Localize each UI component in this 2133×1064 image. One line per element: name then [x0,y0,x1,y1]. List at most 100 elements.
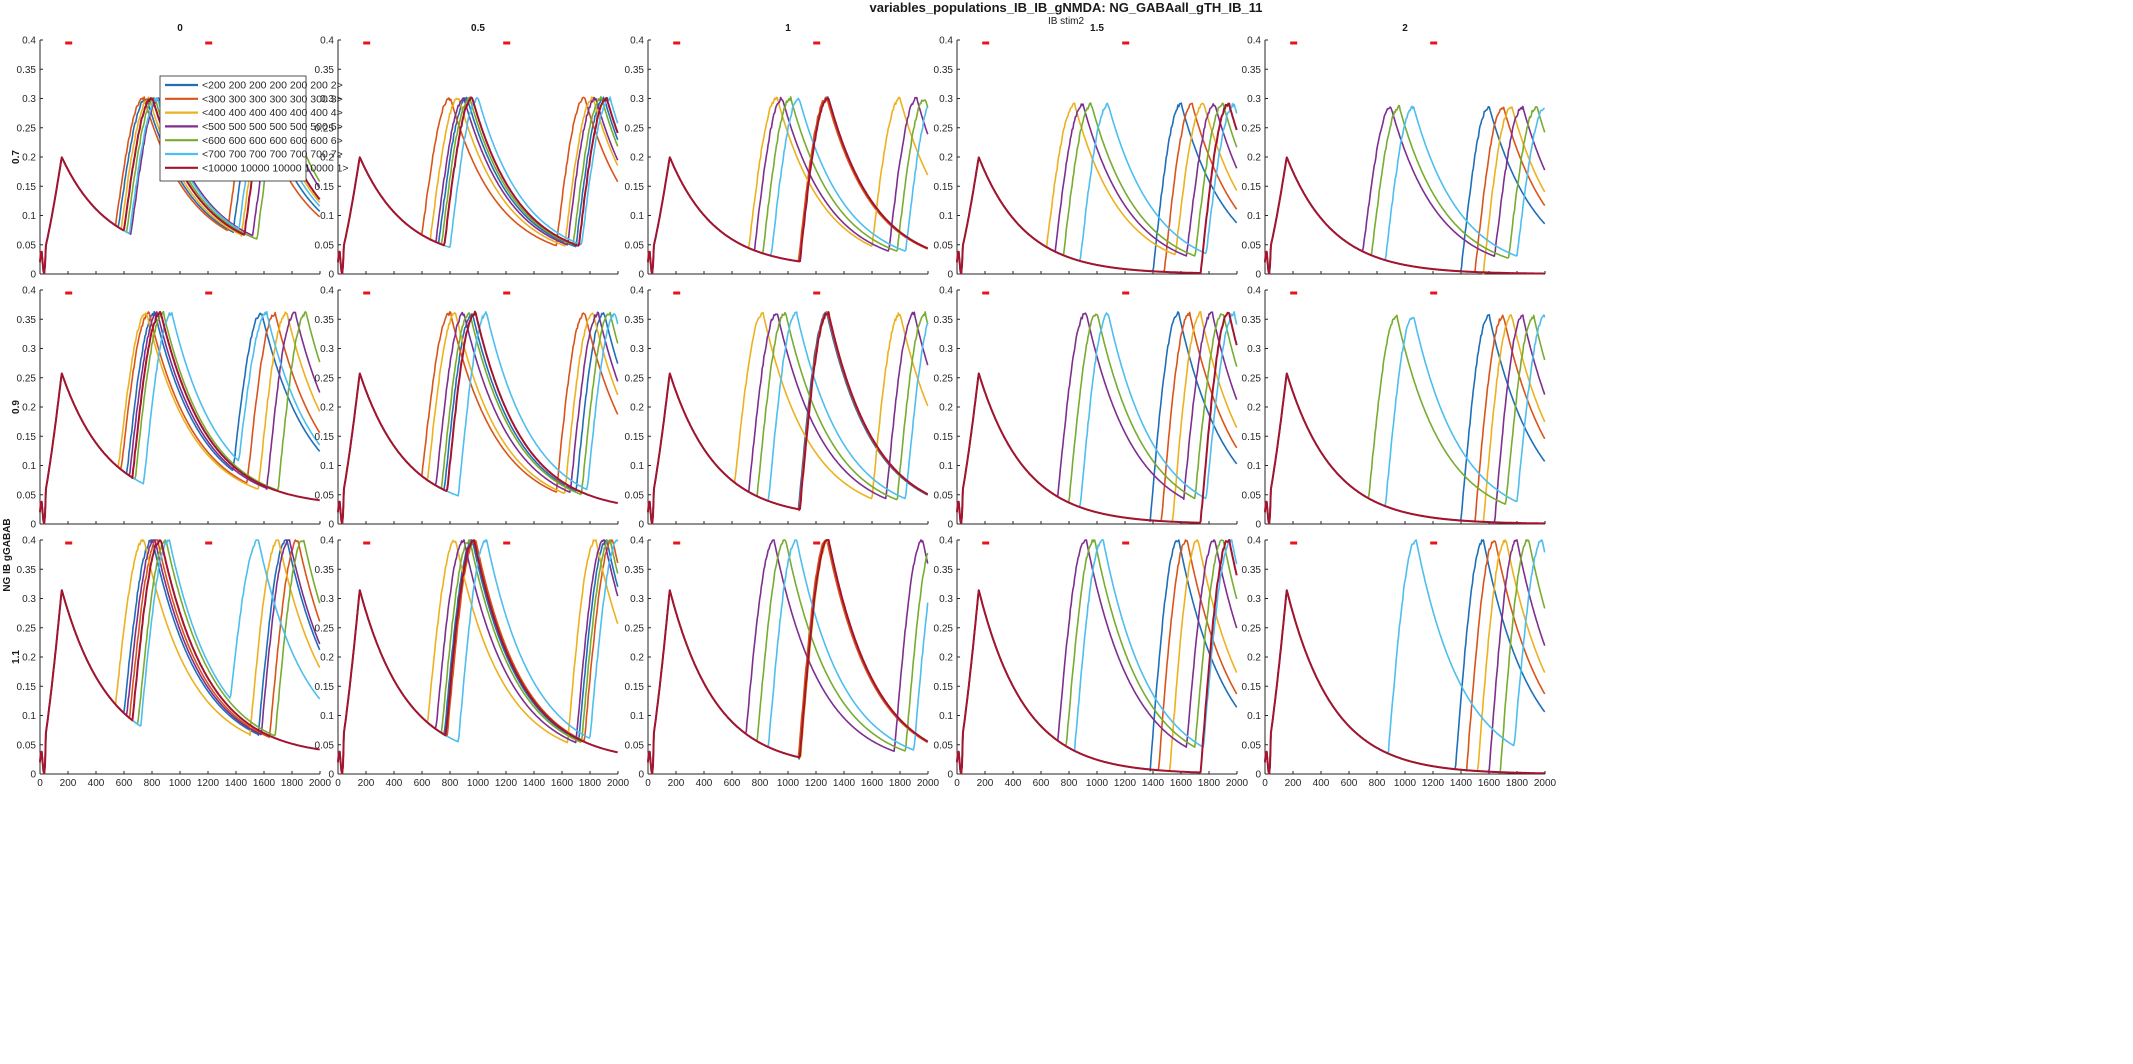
x-tick-label: 1400 [1142,778,1165,789]
y-tick-label: 0.4 [630,36,644,47]
y-tick-label: 0.1 [22,211,36,222]
y-tick-label: 0.1 [939,461,953,472]
series-line-7 [647,539,929,775]
y-tick-label: 0.3 [630,94,644,105]
y-tick-label: 0.35 [315,65,335,76]
series-line-7 [956,102,1238,275]
y-tick-label: 0.2 [1247,653,1261,664]
x-tick-label: 400 [386,778,403,789]
x-tick-label: 800 [144,778,161,789]
y-tick-label: 0.1 [320,211,334,222]
y-tick-label: 0.05 [315,240,335,251]
y-tick-label: 0.25 [934,623,954,634]
legend-entry-1: <200 200 200 200 200 200 2> [202,80,343,92]
x-tick-label: 1400 [1450,778,1473,789]
column-title-0: 0 [177,23,183,34]
x-tick-label: 2000 [309,778,332,789]
x-tick-label: 1200 [1422,778,1445,789]
y-tick-label: 0 [638,520,644,531]
series-line-7 [647,311,929,525]
y-tick-label: 0.2 [630,153,644,164]
y-tick-label: 0.3 [320,94,334,105]
y-tick-label: 0.15 [934,182,954,193]
y-tick-label: 0.4 [1247,36,1261,47]
y-tick-label: 0.05 [1242,490,1262,501]
x-tick-label: 1600 [253,778,276,789]
y-tick-label: 0.05 [934,240,954,251]
x-tick-label: 1600 [551,778,574,789]
y-tick-label: 0.1 [630,711,644,722]
y-tick-label: 0.4 [320,36,334,47]
y-tick-label: 0.15 [17,432,37,443]
x-tick-label: 0 [954,778,960,789]
panel-r1-c0: 0 0.05 0.1 0.15 0.2 0.25 0.3 0.35 0.4 [17,286,321,531]
series-line-2 [647,539,929,775]
panel-r1-c2: 0 0.05 0.1 0.15 0.2 0.25 0.3 0.35 0.4 [625,286,929,531]
y-tick-label: 0.4 [320,536,334,547]
y-tick-label: 0.15 [625,182,645,193]
row-label-1.1: 1.1 [11,650,22,664]
panel-r2-c0: 0 0.05 0.1 0.15 0.2 0.25 0.3 0.35 0.4 0 200 400 600 8… [17,536,332,790]
y-tick-label: 0.15 [1242,432,1262,443]
y-tick-label: 0 [30,520,36,531]
x-tick-label: 1200 [1114,778,1137,789]
y-tick-label: 0.4 [630,286,644,297]
y-tick-label: 0.25 [934,123,954,134]
x-tick-label: 200 [977,778,994,789]
panel-r0-c1: 0 0.05 0.1 0.15 0.2 0.25 0.3 0.35 0.4 [315,36,619,281]
y-tick-label: 0.1 [320,711,334,722]
y-tick-label: 0.15 [1242,682,1262,693]
legend-entry-3: <400 400 400 400 400 400 4> [202,107,343,119]
y-tick-label: 0.4 [939,286,953,297]
x-tick-label: 1000 [169,778,192,789]
y-tick-label: 0.2 [22,653,36,664]
y-tick-label: 0.4 [22,536,36,547]
y-tick-label: 0 [328,270,334,281]
x-tick-label: 0 [1262,778,1268,789]
y-tick-label: 0 [638,270,644,281]
y-tick-label: 0.15 [625,432,645,443]
y-tick-label: 0 [947,770,953,781]
x-tick-label: 2000 [607,778,630,789]
x-tick-label: 800 [1369,778,1386,789]
y-tick-label: 0.35 [934,65,954,76]
y-tick-label: 0.15 [934,432,954,443]
x-tick-label: 1200 [197,778,220,789]
y-tick-label: 0.25 [1242,123,1262,134]
y-tick-label: 0.35 [1242,565,1262,576]
x-tick-label: 800 [1061,778,1078,789]
series-line-4 [647,539,929,775]
y-tick-label: 0.05 [625,740,645,751]
x-tick-label: 1800 [281,778,304,789]
y-tick-label: 0.3 [630,344,644,355]
y-tick-label: 0.05 [625,490,645,501]
x-tick-label: 600 [414,778,431,789]
x-tick-label: 400 [1005,778,1022,789]
y-tick-label: 0.3 [630,594,644,605]
y-tick-label: 0.05 [1242,740,1262,751]
x-tick-label: 1600 [1478,778,1501,789]
y-tick-label: 0.2 [630,403,644,414]
y-tick-label: 0.2 [1247,403,1261,414]
y-tick-label: 0.3 [1247,344,1261,355]
y-tick-label: 0.3 [939,94,953,105]
x-tick-label: 400 [88,778,105,789]
x-tick-label: 1200 [495,778,518,789]
y-tick-label: 0.35 [17,565,37,576]
x-tick-label: 200 [1285,778,1302,789]
figure-title: variables_populations_IB_IB_gNMDA: NG_GA… [870,0,1263,15]
y-tick-label: 0.2 [1247,153,1261,164]
series-line-7 [39,539,320,775]
y-tick-label: 0.2 [939,403,953,414]
x-tick-label: 0 [37,778,43,789]
series-line-7 [1264,589,1545,775]
x-tick-label: 1000 [1394,778,1417,789]
x-tick-label: 1000 [467,778,490,789]
y-tick-label: 0.15 [315,682,335,693]
panel-r0-c3: 0 0.05 0.1 0.15 0.2 0.25 0.3 0.35 0.4 [934,36,1238,281]
y-tick-label: 0.25 [625,373,645,384]
x-tick-label: 2000 [1226,778,1249,789]
x-tick-label: 200 [668,778,685,789]
x-tick-label: 1800 [579,778,602,789]
y-tick-label: 0.4 [939,536,953,547]
